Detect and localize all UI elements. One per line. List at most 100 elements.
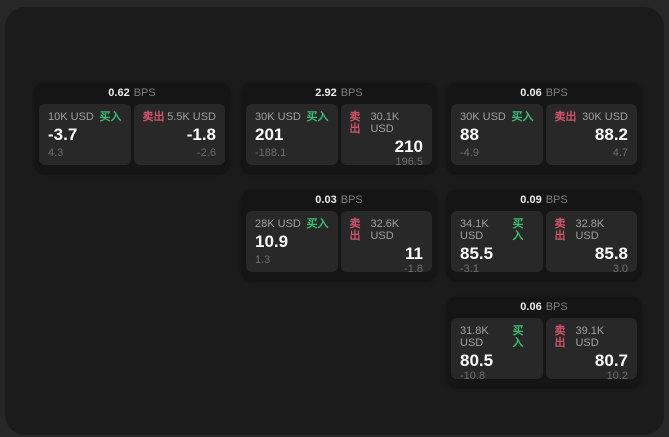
buy-sell-tiles: 34.1K USD 买入 85.5 -3.1 卖出 32.8K USD 85.8… (447, 211, 641, 275)
buy-tile[interactable]: 28K USD 买入 10.9 1.3 (246, 211, 338, 272)
buy-amount: 28K USD (255, 218, 301, 230)
bps-unit-label: BPS (340, 194, 363, 206)
bps-unit-label: BPS (133, 87, 156, 99)
buy-tile-header: 34.1K USD 买入 (460, 218, 534, 242)
sell-amount: 5.5K USD (167, 111, 216, 123)
buy-price: 88 (460, 125, 479, 145)
bps-unit-label: BPS (545, 301, 568, 313)
buy-tag: 买入 (511, 111, 534, 123)
sell-tile[interactable]: 卖出 30K USD 88.2 4.7 (545, 104, 637, 165)
buy-price: 85.5 (460, 244, 494, 264)
sell-tile[interactable]: 卖出 32.6K USD 11 -1.8 (340, 211, 432, 275)
buy-amount: 30K USD (255, 111, 301, 123)
buy-delta: -4.9 (460, 147, 479, 159)
buy-tile-header: 10K USD 买入 (48, 111, 122, 123)
buy-tile[interactable]: 30K USD 买入 201 -188.1 (246, 104, 338, 165)
buy-amount: 30K USD (460, 111, 506, 123)
quote-card: 2.92 BPS 30K USD 买入 201 -188.1 卖出 30.1K … (242, 83, 436, 173)
buy-tile-header: 30K USD 买入 (255, 111, 329, 123)
sell-amount: 32.6K USD (370, 218, 400, 243)
buy-price: 10.9 (255, 232, 289, 252)
buy-price: -3.7 (48, 125, 78, 145)
sell-tag: 卖出 (142, 111, 165, 123)
sell-tile-header: 卖出 39.1K USD (555, 325, 629, 349)
sell-price: 80.7 (594, 351, 628, 371)
buy-tile-header: 31.8K USD 买入 (460, 325, 534, 349)
buy-amount: 34.1K USD (460, 218, 489, 243)
bps-value: 0.09 (520, 194, 542, 206)
buy-tile-header: 28K USD 买入 (255, 218, 329, 230)
buy-delta: -10.8 (460, 369, 486, 382)
bps-value: 0.03 (315, 194, 337, 206)
sell-tag: 卖出 (349, 218, 361, 243)
sell-tile[interactable]: 卖出 39.1K USD 80.7 10.2 (545, 318, 637, 382)
buy-tile[interactable]: 10K USD 买入 -3.7 4.3 (39, 104, 131, 165)
bps-value: 0.62 (108, 87, 130, 99)
buy-tile-header: 30K USD 买入 (460, 111, 534, 123)
buy-tag: 买入 (512, 218, 524, 243)
sell-delta: -2.6 (197, 147, 216, 159)
quote-card: 0.06 BPS 30K USD 买入 88 -4.9 卖出 30K USD 8… (447, 83, 641, 173)
quote-card: 0.03 BPS 28K USD 买入 10.9 1.3 卖出 32.6K US… (242, 190, 436, 280)
sell-tile[interactable]: 卖出 5.5K USD -1.8 -2.6 (133, 104, 225, 165)
buy-sell-tiles: 10K USD 买入 -3.7 4.3 卖出 5.5K USD -1.8 -2.… (35, 104, 229, 165)
bps-unit-label: BPS (340, 87, 363, 99)
sell-delta: 196.5 (395, 155, 423, 168)
sell-price: 88.2 (594, 125, 628, 145)
buy-tile[interactable]: 34.1K USD 买入 85.5 -3.1 (451, 211, 543, 275)
sell-tile-header: 卖出 30K USD (555, 111, 629, 123)
buy-price: 201 (255, 125, 284, 145)
buy-sell-tiles: 31.8K USD 买入 80.5 -10.8 卖出 39.1K USD 80.… (447, 318, 641, 382)
sell-tag: 卖出 (554, 218, 566, 243)
buy-sell-tiles: 28K USD 买入 10.9 1.3 卖出 32.6K USD 11 -1.8 (242, 211, 436, 275)
sell-tag: 卖出 (554, 111, 577, 123)
sell-tile[interactable]: 卖出 32.8K USD 85.8 3.0 (545, 211, 637, 275)
buy-delta: -188.1 (255, 147, 287, 159)
sell-delta: -1.8 (404, 262, 423, 275)
sell-tile[interactable]: 卖出 30.1K USD 210 196.5 (340, 104, 432, 168)
buy-sell-tiles: 30K USD 买入 88 -4.9 卖出 30K USD 88.2 4.7 (447, 104, 641, 165)
bps-header: 0.06 BPS (447, 297, 641, 318)
quote-card: 0.09 BPS 34.1K USD 买入 85.5 -3.1 卖出 32.8K… (447, 190, 641, 280)
buy-amount: 10K USD (48, 111, 94, 123)
sell-amount: 39.1K USD (575, 325, 605, 350)
sell-delta: 10.2 (606, 369, 628, 382)
sell-tag: 卖出 (554, 325, 566, 350)
sell-tile-header: 卖出 32.6K USD (350, 218, 424, 242)
buy-tag: 买入 (306, 111, 329, 123)
buy-tile[interactable]: 31.8K USD 买入 80.5 -10.8 (451, 318, 543, 382)
sell-tile-header: 卖出 5.5K USD (143, 111, 217, 123)
sell-price: 11 (405, 244, 423, 264)
bps-header: 2.92 BPS (242, 83, 436, 104)
buy-sell-tiles: 30K USD 买入 201 -188.1 卖出 30.1K USD 210 1… (242, 104, 436, 168)
quote-card: 0.62 BPS 10K USD 买入 -3.7 4.3 卖出 5.5K USD… (35, 83, 229, 173)
buy-price: 80.5 (460, 351, 494, 371)
buy-tag: 买入 (99, 111, 122, 123)
buy-delta: 4.3 (48, 147, 64, 159)
buy-delta: -3.1 (460, 262, 479, 275)
bps-value: 0.06 (520, 301, 542, 313)
buy-delta: 1.3 (255, 254, 271, 266)
buy-tag: 买入 (306, 218, 329, 230)
sell-amount: 30.1K USD (370, 111, 400, 136)
buy-amount: 31.8K USD (460, 325, 489, 350)
buy-tile[interactable]: 30K USD 买入 88 -4.9 (451, 104, 543, 165)
bps-header: 0.03 BPS (242, 190, 436, 211)
sell-amount: 30K USD (582, 111, 628, 123)
bps-value: 0.06 (520, 87, 542, 99)
sell-price: 85.8 (594, 244, 628, 264)
quote-card: 0.06 BPS 31.8K USD 买入 80.5 -10.8 卖出 39.1… (447, 297, 641, 387)
buy-tag: 买入 (512, 325, 524, 350)
sell-delta: 4.7 (612, 147, 628, 159)
sell-tag: 卖出 (349, 111, 361, 136)
bps-header: 0.62 BPS (35, 83, 229, 104)
bps-header: 0.09 BPS (447, 190, 641, 211)
sell-price: 210 (394, 137, 423, 157)
bps-unit-label: BPS (545, 194, 568, 206)
bps-value: 2.92 (315, 87, 337, 99)
sell-tile-header: 卖出 30.1K USD (350, 111, 424, 135)
sell-price: -1.8 (186, 125, 216, 145)
bps-unit-label: BPS (545, 87, 568, 99)
sell-delta: 3.0 (612, 262, 628, 275)
